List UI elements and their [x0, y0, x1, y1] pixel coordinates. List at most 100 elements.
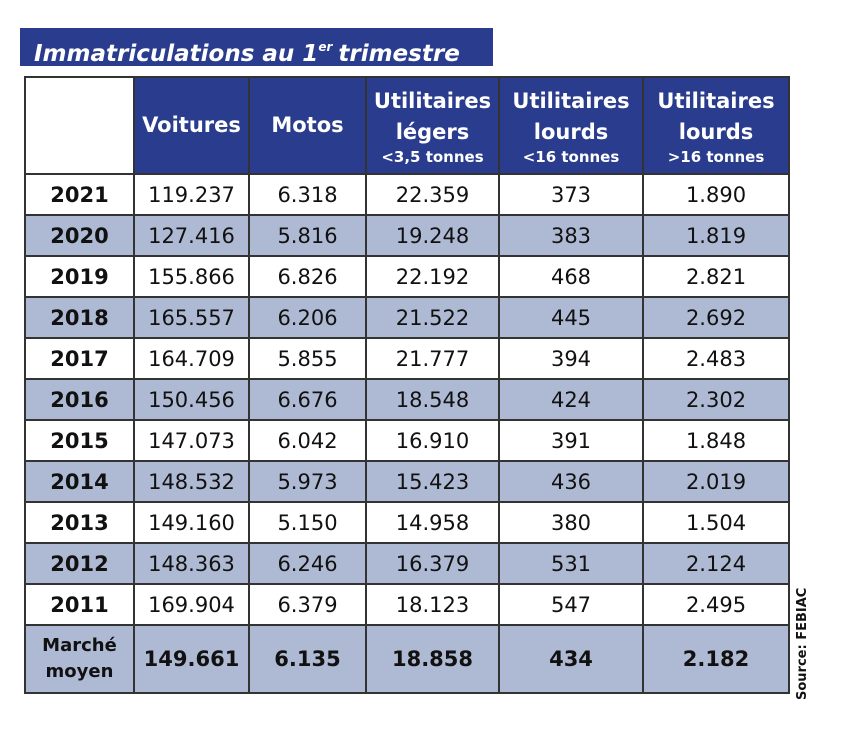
title-sup: er — [318, 40, 333, 54]
value-cell: 445 — [498, 296, 644, 339]
value-cell: 1.890 — [642, 173, 790, 216]
year-cell: 2016 — [24, 378, 135, 421]
value-cell: 6.318 — [248, 173, 367, 216]
value-cell: 5.973 — [248, 460, 367, 503]
value-cell: 16.910 — [365, 419, 500, 462]
year-cell: 2015 — [24, 419, 135, 462]
value-cell: 6.042 — [248, 419, 367, 462]
value-cell: 22.192 — [365, 255, 500, 298]
value-cell: 2.495 — [642, 583, 790, 626]
header-label: Utilitaires lourds — [512, 88, 630, 144]
year-cell: 2012 — [24, 542, 135, 585]
year-cell: 2020 — [24, 214, 135, 257]
row: 2011 169.904 6.379 18.123 547 2.495 — [24, 583, 790, 626]
header-label: Voitures — [142, 113, 241, 137]
value-cell: 6.206 — [248, 296, 367, 339]
value-cell: 383 — [498, 214, 644, 257]
value-cell: 148.532 — [133, 460, 250, 503]
header-sub: >16 tonnes — [667, 147, 765, 166]
value-cell: 150.456 — [133, 378, 250, 421]
value-cell: 169.904 — [133, 583, 250, 626]
value-cell: 22.359 — [365, 173, 500, 216]
table: Voitures Motos Utilitaires légers <3,5 tonn… — [24, 76, 790, 694]
value-cell: 6.379 — [248, 583, 367, 626]
value-cell: 373 — [498, 173, 644, 216]
value-cell: 2.302 — [642, 378, 790, 421]
value-cell: 119.237 — [133, 173, 250, 216]
source: Source: FEBIAC — [795, 587, 810, 700]
value-cell: 18.548 — [365, 378, 500, 421]
value-cell: 2.483 — [642, 337, 790, 380]
row: 2013 149.160 5.150 14.958 380 1.504 — [24, 501, 790, 544]
value-cell: 391 — [498, 419, 644, 462]
value-cell: 2.019 — [642, 460, 790, 503]
value-cell: 380 — [498, 501, 644, 544]
header-label: Utilitaires lourds — [657, 88, 775, 144]
value-cell: 14.958 — [365, 501, 500, 544]
average-value: 149.661 — [133, 624, 250, 694]
column-header: Motos — [248, 76, 367, 175]
row: 2015 147.073 6.042 16.910 391 1.848 — [24, 419, 790, 462]
column-header: Utilitaires légers <3,5 tonnes — [365, 76, 500, 175]
year-cell: 2013 — [24, 501, 135, 544]
year-cell: 2011 — [24, 583, 135, 626]
value-cell: 21.522 — [365, 296, 500, 339]
value-cell: 424 — [498, 378, 644, 421]
value-cell: 127.416 — [133, 214, 250, 257]
year-cell: 2017 — [24, 337, 135, 380]
row: 2020 127.416 5.816 19.248 383 1.819 — [24, 214, 790, 257]
row: 2016 150.456 6.676 18.548 424 2.302 — [24, 378, 790, 421]
average-value: 6.135 — [248, 624, 367, 694]
value-cell: 155.866 — [133, 255, 250, 298]
value-cell: 394 — [498, 337, 644, 380]
value-cell: 1.819 — [642, 214, 790, 257]
value-cell: 6.826 — [248, 255, 367, 298]
header-label: Utilitaires légers — [373, 88, 492, 144]
column-header: Utilitaires lourds <16 tonnes — [498, 76, 644, 175]
corner-cell — [24, 76, 135, 175]
row: 2021 119.237 6.318 22.359 373 1.890 — [24, 173, 790, 216]
row: 2018 165.557 6.206 21.522 445 2.692 — [24, 296, 790, 339]
average-label: Marché moyen — [24, 624, 135, 694]
value-cell: 547 — [498, 583, 644, 626]
row: 2019 155.866 6.826 22.192 468 2.821 — [24, 255, 790, 298]
average-value: 18.858 — [365, 624, 500, 694]
title-rest: trimestre — [338, 41, 460, 67]
row: 2012 148.363 6.246 16.379 531 2.124 — [24, 542, 790, 585]
year-cell: 2019 — [24, 255, 135, 298]
value-cell: 18.123 — [365, 583, 500, 626]
value-cell: 2.124 — [642, 542, 790, 585]
value-cell: 147.073 — [133, 419, 250, 462]
value-cell: 2.692 — [642, 296, 790, 339]
column-header: Voitures — [133, 76, 250, 175]
average-row: Marché moyen 149.661 6.135 18.858 434 2.182 — [24, 624, 790, 694]
value-cell: 16.379 — [365, 542, 500, 585]
column-header: Utilitaires lourds >16 tonnes — [642, 76, 790, 175]
value-cell: 5.855 — [248, 337, 367, 380]
value-cell: 164.709 — [133, 337, 250, 380]
value-cell: 148.363 — [133, 542, 250, 585]
row: 2017 164.709 5.855 21.777 394 2.483 — [24, 337, 790, 380]
value-cell: 531 — [498, 542, 644, 585]
title: Immatriculations au 1er trimestre — [20, 28, 493, 67]
header-label: Motos — [271, 113, 344, 137]
average-value: 434 — [498, 624, 644, 694]
header-sub: <3,5 tonnes — [381, 147, 484, 166]
value-cell: 436 — [498, 460, 644, 503]
year-cell: 2014 — [24, 460, 135, 503]
value-cell: 6.246 — [248, 542, 367, 585]
value-cell: 1.848 — [642, 419, 790, 462]
average-value: 2.182 — [642, 624, 790, 694]
value-cell: 149.160 — [133, 501, 250, 544]
value-cell: 1.504 — [642, 501, 790, 544]
header-sub: <16 tonnes — [522, 147, 620, 166]
value-cell: 19.248 — [365, 214, 500, 257]
value-cell: 165.557 — [133, 296, 250, 339]
value-cell: 21.777 — [365, 337, 500, 380]
value-cell: 468 — [498, 255, 644, 298]
year-cell: 2021 — [24, 173, 135, 216]
value-cell: 2.821 — [642, 255, 790, 298]
row: 2014 148.532 5.973 15.423 436 2.019 — [24, 460, 790, 503]
value-cell: 5.150 — [248, 501, 367, 544]
